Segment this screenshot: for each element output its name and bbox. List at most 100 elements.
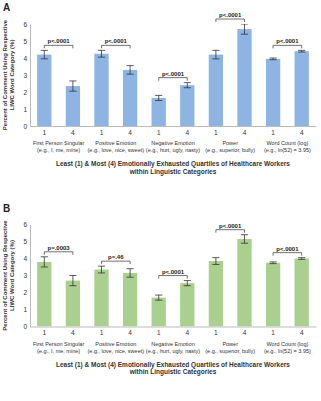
y-tick-label: 6 [23,21,27,28]
p-value: p=.46 [108,254,124,260]
panel-label: B [3,203,10,214]
y-tick-label: 5 [23,238,27,245]
error-bar [41,257,48,267]
error-bar [155,95,162,100]
error-bar [241,24,248,34]
group-label-line: (e.g., love, nice, sweet) [88,147,145,153]
group-label: Positive Emotion(e.g., love, nice, sweet… [88,341,145,354]
x-tick-label: 1 [100,129,104,136]
x-tick-label: 4 [185,329,189,336]
error-bar [41,50,48,59]
x-tick-label: 1 [271,329,275,336]
y-tick-label: 6 [23,221,27,228]
x-tick-label: 1 [214,129,218,136]
group-label-line: First Person Singular [33,341,85,347]
x-tick: 4 [243,126,247,136]
group-label-line: Positive Emotion [95,140,136,146]
y-tick-label: 0 [23,323,27,330]
y-tick: 5 [23,238,30,245]
x-axis-title: Least (1) & Most (4) Emotionally Exhaust… [56,361,290,377]
bar [123,273,137,327]
x-tick-label: 4 [71,129,75,136]
significance-bracket [44,45,73,48]
group-label-line: Positive Emotion [95,341,136,347]
y-tick-label: 2 [23,289,27,296]
y-tick: 6 [23,221,30,228]
group-label-line: Power [222,140,238,146]
y-tick-label: 1 [23,106,27,113]
y-tick: 1 [23,306,30,313]
significance-bracket [216,230,245,233]
x-axis: 1414141414 [31,126,317,136]
x-tick-label: 1 [157,329,161,336]
group-label-line: (e.g., superior, bully) [205,348,255,354]
y-tick: 0 [23,323,30,330]
y-tick-label: 4 [23,55,27,62]
significance-bracket [102,261,131,264]
x-tick-label: 1 [42,129,46,136]
y-axis: 0123456 [23,21,30,130]
x-tick-label: 1 [214,329,218,336]
x-axis: 1414141414 [31,327,317,337]
error-bar [212,258,219,265]
p-value: p<.0001 [276,246,299,252]
x-tick: 4 [128,327,132,337]
x-tick: 4 [128,126,132,136]
error-bar [298,50,305,52]
bar [37,262,51,327]
error-bar [69,276,76,286]
group-label-line: (e.g., superior, bully) [205,147,255,153]
x-tick: 4 [71,327,75,337]
figure: A01234561414141414First Person Singular(… [0,0,321,401]
group-label: First Person Singular(e.g., I, me, mine) [33,341,85,354]
bar [266,263,280,327]
group-label: Word Count (log)(e.g., ln(52) = 3.95) [264,341,311,354]
error-bar [270,58,277,60]
y-axis-line [30,225,31,327]
group-label-line: (e.g., ln(52) = 3.95) [264,147,311,153]
bar [94,270,108,327]
bar [152,298,166,327]
bar [209,55,223,126]
bar [209,261,223,326]
y-tick-label: 1 [23,306,27,313]
y-tick: 3 [23,72,30,79]
group-label-line: (e.g., I, me, mine) [37,147,80,153]
y-axis-title: Percent of Comment Using RespectiveLIWC … [2,220,15,331]
x-tick-label: 4 [128,329,132,336]
x-tick-label: 4 [300,329,304,336]
error-bar [98,266,105,273]
group-label-line: (e.g., ln(52) = 3.95) [264,348,311,354]
error-bar [127,66,134,75]
x-tick: 4 [300,126,304,136]
p-value: p=.0003 [48,245,71,251]
y-tick: 5 [23,38,30,45]
group-label-line: Negative Emotion [151,140,194,146]
error-bar [212,50,219,59]
group-label: Power(e.g., superior, bully) [205,341,255,354]
y-tick: 2 [23,289,30,296]
group-label: Negative Emotion(e.g., hurt, ugly, nasty… [146,140,200,153]
x-tick: 4 [185,327,189,337]
p-value: p<.0001 [48,38,71,44]
bar [152,98,166,126]
y-tick-label: 5 [23,38,27,45]
x-tick-label: 4 [185,129,189,136]
x-tick-label: 1 [42,329,46,336]
group-label-line: Negative Emotion [151,341,194,347]
group-label-line: Word Count (log) [267,140,309,146]
y-tick: 2 [23,89,30,96]
p-value: p<.0001 [276,38,299,44]
y-tick: 4 [23,255,30,262]
significance-bracket [102,45,131,48]
x-tick: 1 [42,327,46,337]
bar [66,86,80,126]
p-value: p<.0001 [105,38,128,44]
y-tick: 3 [23,272,30,279]
significance-bracket [273,253,302,256]
x-tick: 1 [214,126,218,136]
y-tick: 6 [23,21,30,28]
error-bar [241,235,248,244]
panel: B01234561414141414First Person Singular(… [2,203,317,377]
panel-label: A [3,2,10,13]
